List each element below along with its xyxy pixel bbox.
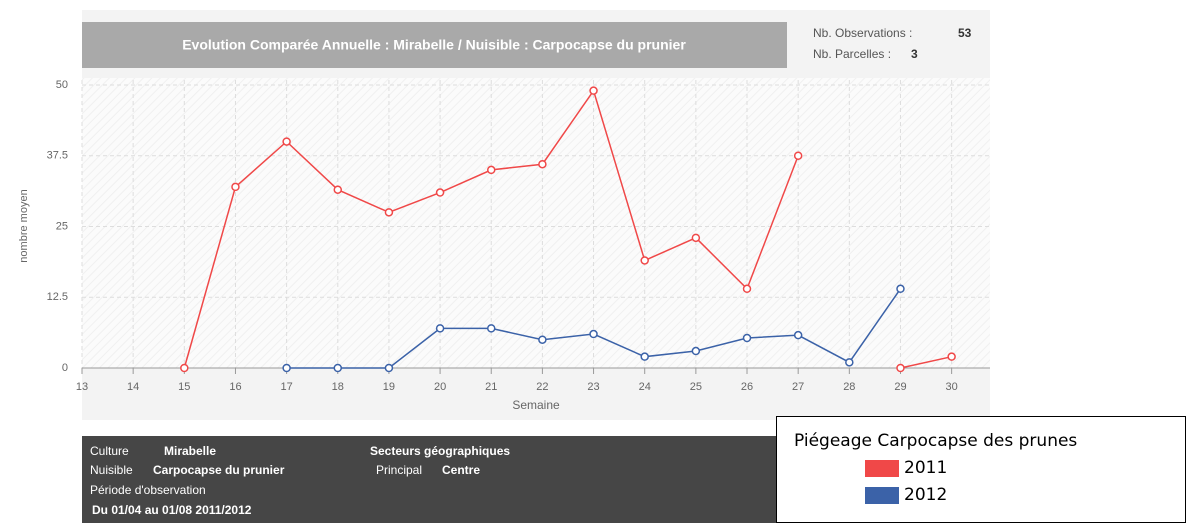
y-tick-label: 12.5: [47, 291, 68, 303]
legend-entry: 2012: [865, 485, 947, 505]
x-tick-label: 27: [792, 381, 804, 393]
data-point: [231, 182, 240, 192]
x-axis-label: Semaine: [512, 398, 560, 412]
data-point: [947, 352, 956, 361]
stat-label: Nb. Observations :: [813, 26, 912, 40]
data-point: [435, 324, 445, 333]
data-point: [180, 363, 189, 373]
chart-title: Evolution Comparée Annuelle : Mirabelle …: [182, 37, 686, 53]
x-tick-label: 26: [741, 381, 753, 393]
y-tick-label: 25: [56, 220, 68, 232]
x-tick-label: 17: [280, 381, 292, 393]
y-tick-label: 37.5: [47, 150, 68, 162]
data-point: [589, 329, 598, 339]
data-point: [896, 363, 905, 373]
legend: Piégeage Carpocapse des prunes 2011 2012: [776, 416, 1186, 523]
legend-title: Piégeage Carpocapse des prunes: [794, 431, 1078, 451]
data-point: [742, 284, 752, 294]
title-box: [82, 22, 787, 68]
series-line: [900, 355, 952, 369]
info-value: Carpocapse du prunier: [153, 463, 285, 477]
info-heading: Secteurs géographiques: [370, 444, 511, 458]
stat-label: Nb. Parcelles :: [813, 47, 891, 61]
x-tick-label: 22: [536, 381, 548, 393]
x-tick-label: 15: [178, 381, 190, 393]
x-tick-label: 30: [946, 381, 958, 393]
data-point: [845, 358, 854, 367]
x-tick-label: 24: [639, 381, 651, 393]
data-point: [691, 346, 701, 356]
info-value: Centre: [442, 463, 481, 477]
legend-label: 2011: [904, 458, 948, 478]
x-tick-label: 16: [229, 381, 241, 393]
x-tick-label: 23: [587, 381, 599, 393]
data-point: [282, 137, 291, 146]
data-point: [691, 233, 701, 243]
data-point: [896, 284, 905, 294]
stat-value: 3: [911, 47, 918, 61]
info-label: Culture: [90, 444, 129, 458]
legend-swatch: [865, 486, 899, 504]
y-axis-label: nombre moyen: [18, 189, 30, 262]
plot-area: [82, 78, 990, 368]
x-tick-label: 13: [76, 381, 88, 393]
legend-label: 2012: [904, 485, 948, 505]
y-tick-label: 50: [56, 79, 68, 91]
legend-entry: 2011: [865, 458, 947, 478]
data-point: [793, 151, 803, 160]
data-point: [384, 208, 394, 217]
x-tick-label: 19: [383, 381, 395, 393]
data-point: [435, 188, 445, 197]
x-tick-label: 29: [894, 381, 906, 393]
stat-value: 53: [958, 26, 972, 40]
data-point: [793, 330, 803, 340]
x-tick-label: 18: [332, 381, 344, 393]
data-point: [486, 324, 496, 333]
info-label: Nuisible: [90, 463, 133, 477]
y-tick-label: 0: [62, 362, 68, 374]
data-point: [384, 363, 394, 373]
data-point: [742, 333, 752, 343]
x-tick-label: 28: [843, 381, 855, 393]
data-point: [640, 352, 649, 361]
data-point: [486, 165, 496, 175]
data-point: [538, 159, 547, 169]
data-point: [333, 185, 343, 194]
info-label: Période d'observation: [90, 483, 206, 497]
x-tick-label: 20: [434, 381, 446, 393]
info-value: Du 01/04 au 01/08 2011/2012: [92, 503, 252, 517]
data-point: [538, 335, 547, 344]
info-value: Mirabelle: [164, 444, 217, 458]
info-label: Principal: [376, 463, 423, 477]
data-point: [333, 363, 343, 373]
x-tick-label: 25: [690, 381, 702, 393]
x-tick-label: 14: [127, 381, 139, 393]
data-point: [640, 256, 649, 265]
info-panel: Culture Mirabelle Nuisible Carpocapse du…: [82, 436, 776, 523]
data-point: [589, 86, 598, 95]
data-point: [282, 363, 291, 373]
x-tick-label: 21: [485, 381, 497, 393]
legend-swatch: [865, 459, 899, 477]
